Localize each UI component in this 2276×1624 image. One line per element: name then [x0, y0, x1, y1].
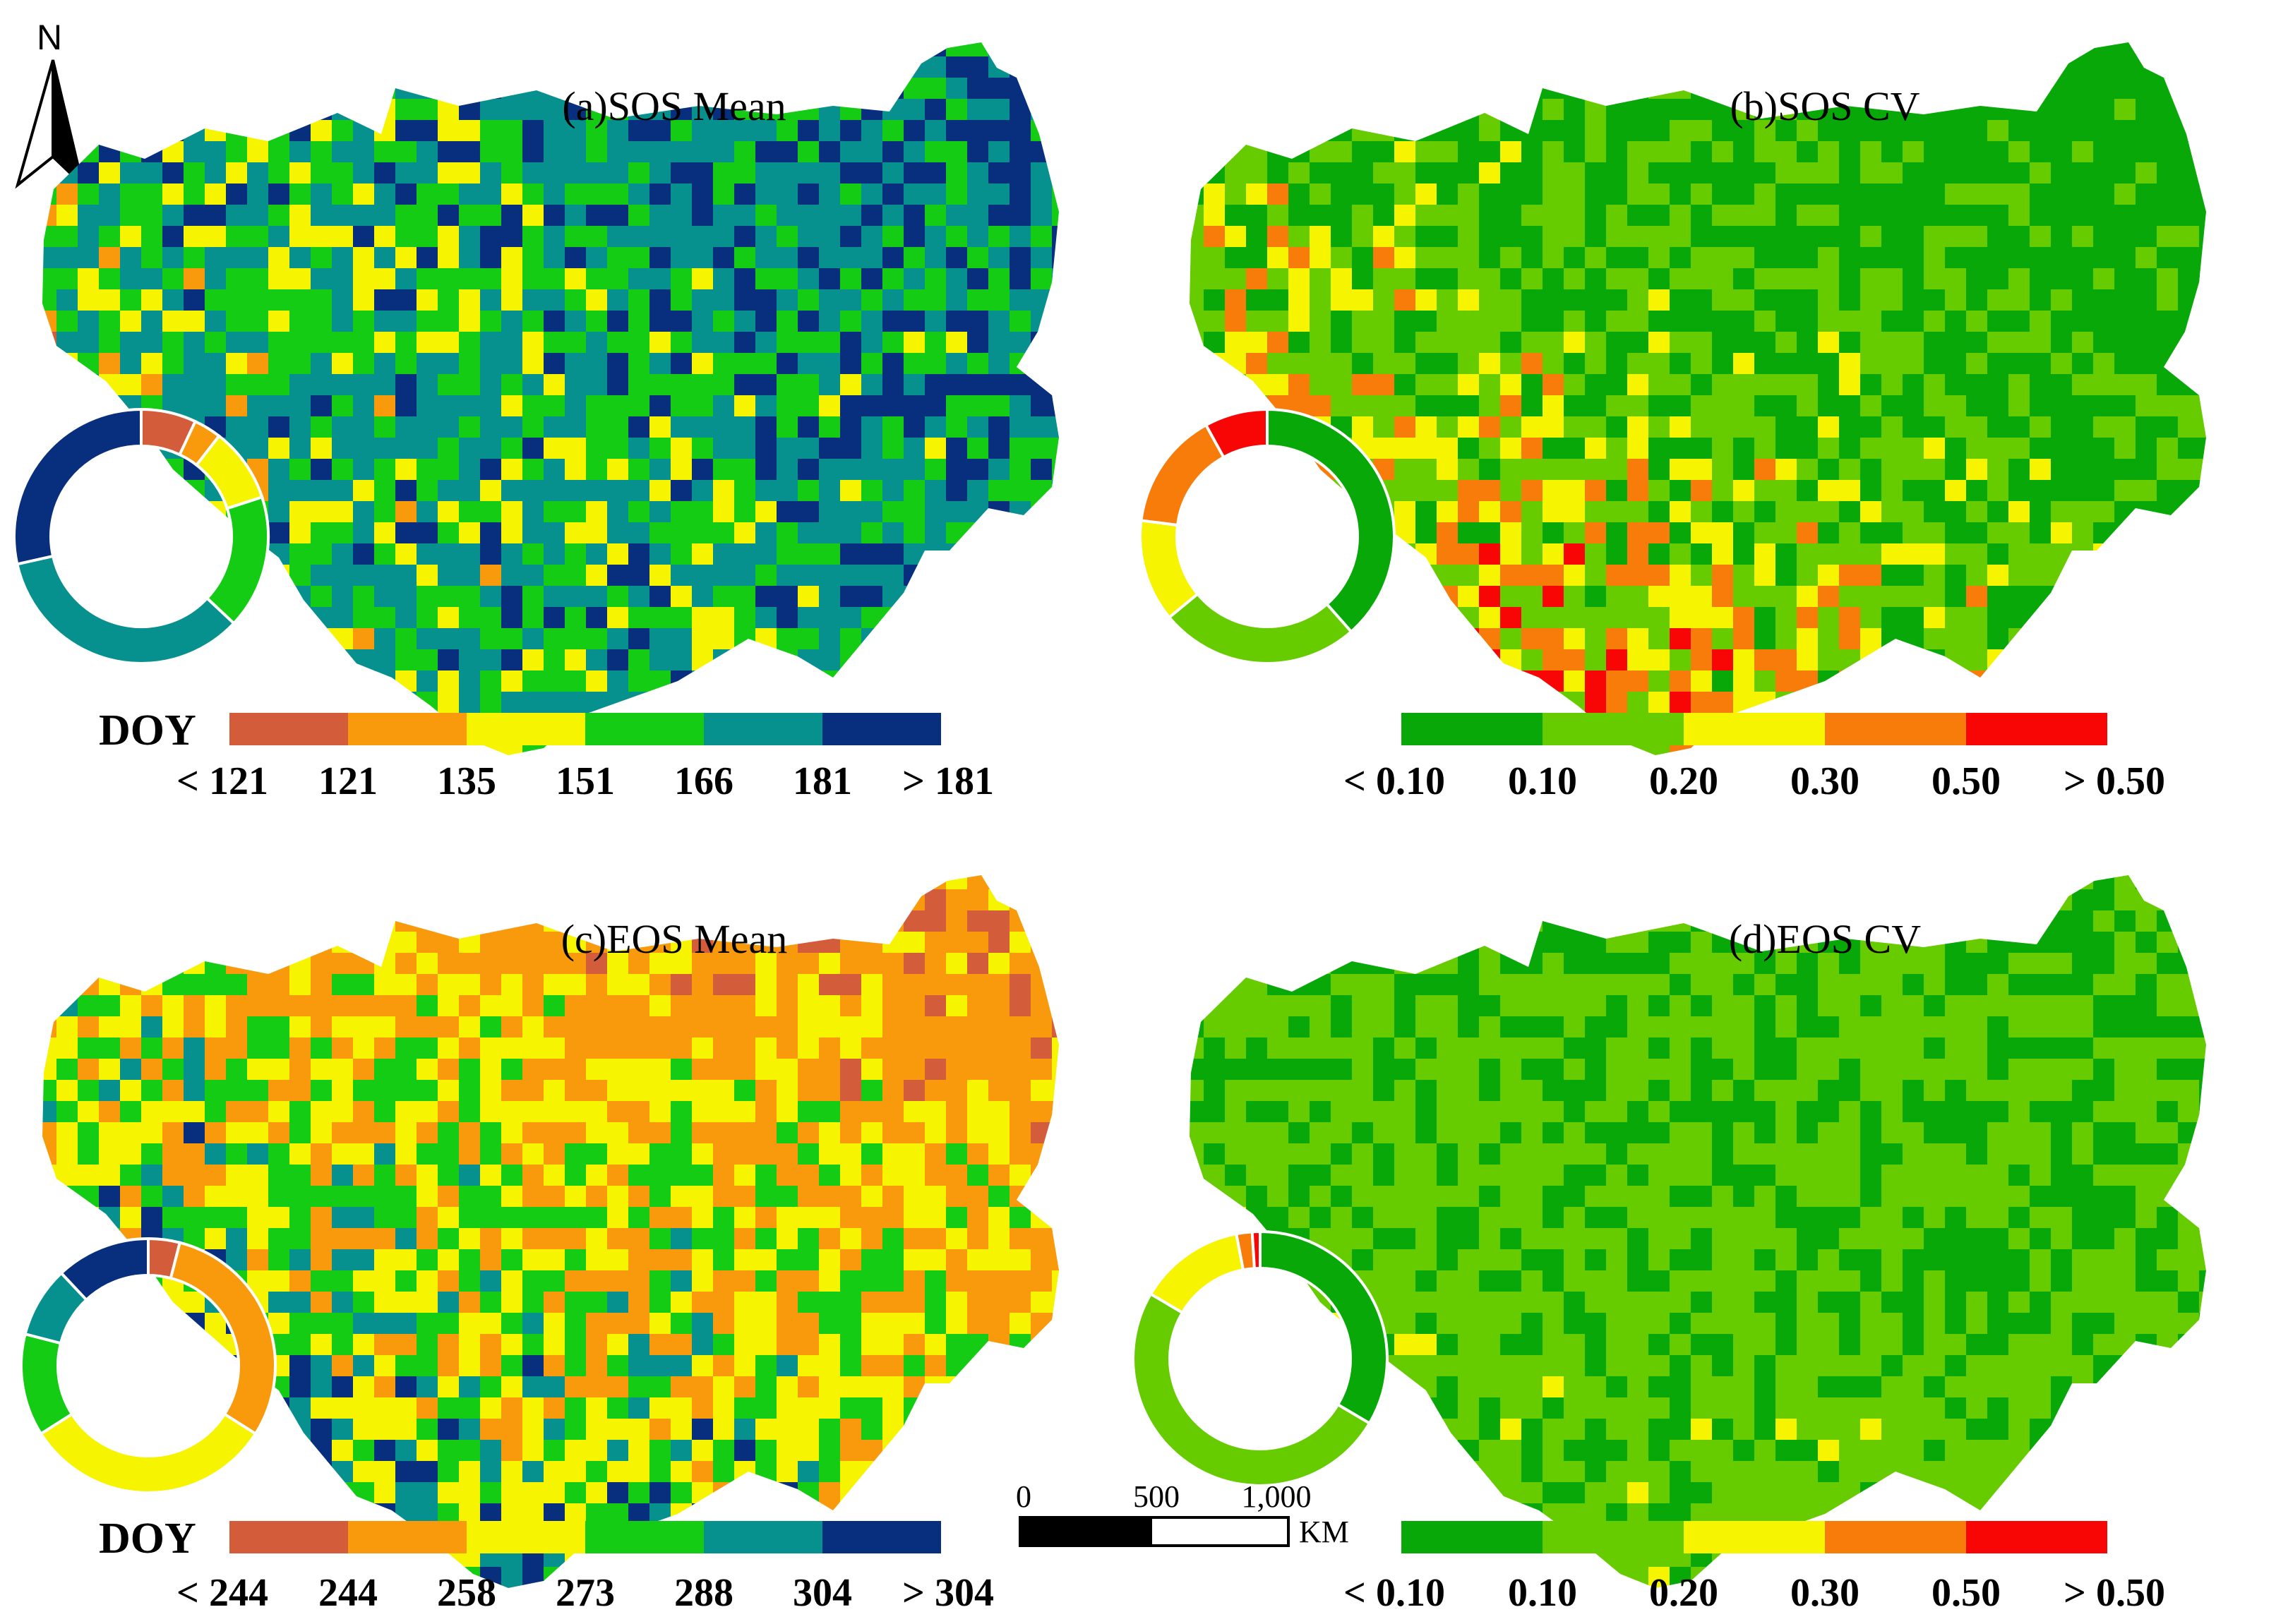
legend-swatch-c-1 — [348, 1521, 467, 1553]
legend-tick-d-1: 0.10 — [1508, 1571, 1577, 1615]
legend-tick-d-4: 0.50 — [1931, 1571, 2001, 1615]
legend-swatch-a-2 — [467, 713, 585, 745]
legend-swatch-a-3 — [585, 713, 704, 745]
legend-swatch-b-2 — [1684, 713, 1825, 745]
legend-swatch-c-3 — [585, 1521, 704, 1553]
legend-swatch-c-2 — [467, 1521, 585, 1553]
legend-swatch-d-4 — [1966, 1521, 2107, 1553]
legend-swatch-b-3 — [1825, 713, 1966, 745]
legend-swatch-d-2 — [1684, 1521, 1825, 1553]
legend-tick-b-4: 0.50 — [1931, 759, 2001, 803]
legend-tick-a-1: 121 — [318, 759, 378, 803]
legend-swatch-d-1 — [1543, 1521, 1684, 1553]
legend-tick-d-3: 0.30 — [1790, 1571, 1859, 1615]
panel-title-b: (b)SOS CV — [1730, 83, 1919, 129]
donut-slice-b-2 — [1139, 519, 1200, 620]
panel-c-eos-mean: (c)EOS Mean DOY < 244 244 258 273 288 304 > 304 — [20, 875, 1059, 1615]
panel-title-d: (d)EOS CV — [1729, 916, 1921, 962]
legend-tick-c-2: 258 — [437, 1571, 496, 1615]
legend-prefix-a: DOY — [99, 706, 196, 754]
donut-a — [13, 407, 270, 665]
legend-a: DOY < 121 121 135 151 166 181 > 181 — [99, 706, 994, 803]
donut-b — [1139, 407, 1396, 665]
donut-slice-d-0 — [1259, 1229, 1389, 1426]
map-c — [42, 875, 1059, 1588]
legend-c: DOY < 244 244 258 273 288 304 > 304 — [99, 1515, 994, 1615]
legend-swatch-b-4 — [1966, 713, 2107, 745]
donut-slice-c-3 — [20, 1332, 74, 1436]
legend-tick-a-3: 151 — [556, 759, 615, 803]
scale-bar-black-segment — [1019, 1516, 1152, 1547]
donut-slice-a-5 — [13, 407, 143, 566]
scale-bar-tick-1000: 1,000 — [1242, 1479, 1312, 1514]
legend-d: < 0.10 0.10 0.20 0.30 0.50 > 0.50 — [1343, 1521, 2165, 1615]
scale-bar-unit: KM — [1299, 1515, 1349, 1549]
donut-slice-b-4 — [1204, 407, 1269, 459]
donut-slice-b-0 — [1266, 407, 1396, 634]
legend-swatch-c-0 — [229, 1521, 348, 1553]
legend-tick-c-4: 288 — [674, 1571, 733, 1615]
legend-tick-b-5: > 0.50 — [2064, 759, 2165, 803]
legend-swatch-d-0 — [1401, 1521, 1543, 1553]
legend-tick-b-0: < 0.10 — [1343, 759, 1445, 803]
scale-bar-tick-500: 500 — [1133, 1479, 1180, 1514]
legend-swatch-a-5 — [822, 713, 941, 745]
donut-slice-b-3 — [1139, 423, 1226, 527]
donut-slice-c-2 — [39, 1412, 258, 1494]
north-arrow-right-half — [52, 59, 85, 190]
legend-tick-b-1: 0.10 — [1508, 759, 1577, 803]
panel-b-sos-cv: (b)SOS CV < 0.10 0.10 0.20 0.30 0.50 > 0.50 — [1139, 42, 2206, 803]
legend-swatch-c-5 — [822, 1521, 941, 1553]
donut-slice-c-5 — [59, 1237, 150, 1302]
legend-b: < 0.10 0.10 0.20 0.30 0.50 > 0.50 — [1343, 713, 2165, 803]
donut-slice-d-2 — [1149, 1232, 1245, 1315]
legend-tick-a-5: 181 — [793, 759, 852, 803]
legend-swatch-d-3 — [1825, 1521, 1966, 1553]
legend-tick-d-5: > 0.50 — [2064, 1571, 2165, 1615]
legend-tick-b-2: 0.20 — [1649, 759, 1718, 803]
map-d — [1190, 875, 2206, 1588]
scale-bar-tick-0: 0 — [1016, 1479, 1031, 1514]
legend-swatch-b-0 — [1401, 713, 1543, 745]
legend-tick-d-2: 0.20 — [1649, 1571, 1718, 1615]
legend-tick-c-0: < 244 — [176, 1571, 268, 1615]
scale-bar-white-segment — [1149, 1516, 1290, 1547]
donut-slice-d-4 — [1250, 1229, 1262, 1270]
legend-prefix-c: DOY — [99, 1515, 196, 1563]
legend-tick-c-5: 304 — [793, 1571, 852, 1615]
north-arrow-left-half — [15, 59, 54, 189]
donut-slice-b-1 — [1167, 591, 1353, 665]
legend-tick-b-3: 0.30 — [1790, 759, 1859, 803]
legend-swatch-b-1 — [1543, 713, 1684, 745]
legend-tick-d-0: < 0.10 — [1343, 1571, 1445, 1615]
legend-tick-a-2: 135 — [437, 759, 496, 803]
legend-tick-c-6: > 304 — [902, 1571, 994, 1615]
north-arrow-letter: N — [37, 18, 62, 57]
north-arrow: N — [15, 18, 85, 190]
donut-slice-d-1 — [1132, 1292, 1372, 1487]
scale-bar: 0 500 1,000 KM — [1016, 1479, 1349, 1549]
legend-swatch-a-1 — [348, 713, 467, 745]
panel-title-c: (c)EOS Mean — [561, 916, 788, 962]
panel-title-a: (a)SOS Mean — [562, 83, 786, 129]
map-b — [1190, 42, 2206, 755]
legend-swatch-c-4 — [704, 1521, 822, 1553]
donut-d — [1132, 1229, 1389, 1487]
legend-tick-a-4: 166 — [674, 759, 733, 803]
donut-c — [20, 1237, 277, 1494]
donut-slice-c-1 — [169, 1241, 277, 1436]
legend-swatch-a-0 — [229, 713, 348, 745]
legend-swatch-a-4 — [704, 713, 822, 745]
donut-slice-a-3 — [205, 495, 270, 626]
legend-tick-a-6: > 181 — [902, 759, 994, 803]
legend-tick-c-3: 273 — [556, 1571, 615, 1615]
legend-tick-a-0: < 121 — [176, 759, 268, 803]
map-a — [42, 42, 1059, 755]
donut-slice-a-4 — [15, 554, 236, 665]
panel-a-sos-mean: (a)SOS Mean DOY < 121 121 135 151 166 181 > 181 — [13, 42, 1059, 803]
legend-tick-c-1: 244 — [318, 1571, 378, 1615]
